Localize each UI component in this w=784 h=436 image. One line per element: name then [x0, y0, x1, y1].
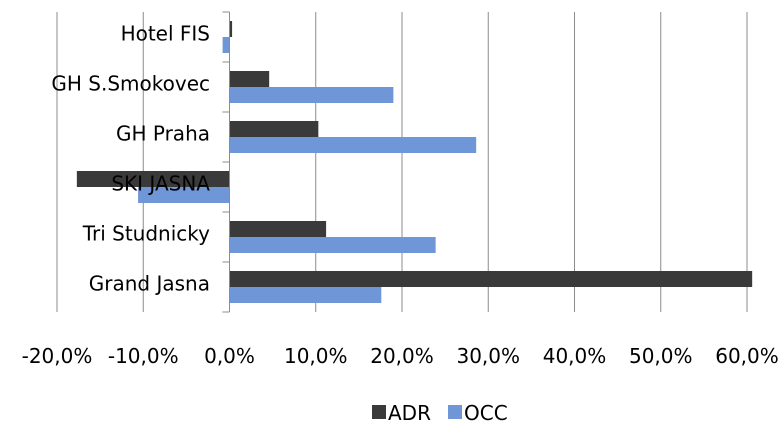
category-label: Hotel FIS: [121, 22, 210, 46]
legend-label-adr: ADR: [388, 401, 431, 425]
bar-adr: [229, 221, 327, 237]
x-tick-label: 30,0%: [456, 344, 520, 368]
category-label: GH Praha: [116, 122, 210, 146]
x-tick-label: 40,0%: [543, 344, 607, 368]
legend: ADR OCC: [372, 401, 508, 425]
category-label: SKI JASNA: [111, 172, 210, 196]
bar-adr: [76, 171, 230, 187]
x-tick-label: 0,0%: [204, 344, 255, 368]
gridlines: [56, 12, 748, 312]
x-tick-label: 20,0%: [370, 344, 434, 368]
bar-occ: [229, 87, 394, 103]
bars: [76, 21, 753, 303]
legend-swatch-occ: [448, 405, 462, 419]
category-label: Grand Jasna: [89, 272, 210, 296]
x-tick-label: -10,0%: [108, 344, 179, 368]
x-tick-label: 60,0%: [715, 344, 779, 368]
legend-swatch-adr: [372, 405, 386, 419]
x-tick-label: 50,0%: [629, 344, 693, 368]
x-tick-label: 10,0%: [284, 344, 348, 368]
bar-occ: [229, 287, 382, 303]
legend-label-occ: OCC: [464, 401, 508, 425]
bar-adr: [229, 121, 319, 137]
bar-adr: [229, 271, 753, 287]
bar-adr: [229, 71, 270, 87]
category-label: GH S.Smokovec: [51, 72, 210, 96]
axes: [222, 11, 230, 313]
x-tick-label: -20,0%: [22, 344, 93, 368]
bar-occ: [222, 37, 230, 53]
bar-occ: [229, 237, 436, 253]
labels: -20,0% -10,0% 0,0% 10,0% 20,0% 30,0% 40,0% 50,0…: [22, 22, 779, 369]
bar-adr: [229, 21, 233, 37]
bar-occ: [229, 137, 477, 153]
bar-occ: [138, 187, 230, 203]
category-label: Tri Studnicky: [82, 222, 210, 246]
